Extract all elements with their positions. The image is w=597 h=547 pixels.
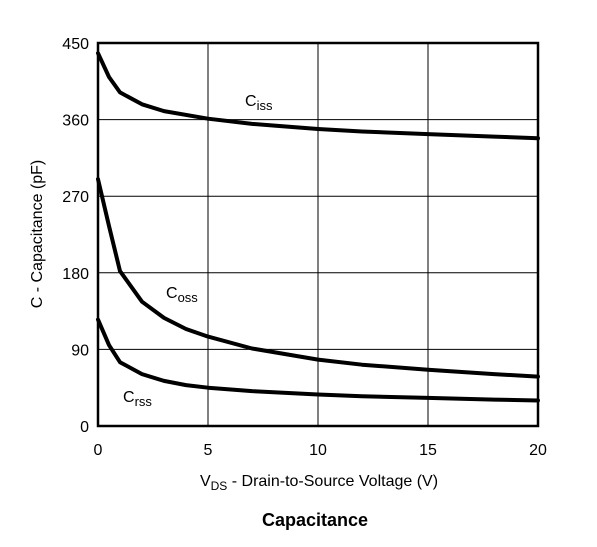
- plot-frame: [96, 41, 540, 428]
- series-labels: Ciss Coss Crss: [123, 93, 273, 409]
- y-tick-label: 450: [62, 36, 89, 53]
- y-tick-label: 360: [62, 113, 89, 130]
- series-label-crss: Crss: [123, 389, 152, 409]
- x-tick-label: 10: [309, 442, 327, 459]
- chart-title: Capacitance: [262, 510, 368, 530]
- y-tick-label: 0: [80, 419, 89, 436]
- grid-layer: [98, 43, 538, 426]
- curve-layer: [96, 51, 540, 403]
- y-axis-title: C - Capacitance (pF): [29, 160, 46, 309]
- x-tick-label: 5: [204, 442, 213, 459]
- series-line-coss: [96, 177, 540, 379]
- x-axis-title-subscript: DS: [211, 479, 228, 493]
- x-tick-label: 0: [94, 442, 103, 459]
- y-tick-label: 270: [62, 189, 89, 206]
- y-tick-label: 180: [62, 266, 89, 283]
- x-axis-title: VDS - Drain-to-Source Voltage (V): [200, 473, 438, 493]
- y-tick-label: 90: [71, 342, 89, 359]
- x-axis-title-symbol: V: [200, 473, 211, 490]
- x-tick-label: 20: [529, 442, 547, 459]
- series-label-coss: Coss: [166, 285, 198, 305]
- tick-labels: 0 5 10 15 20 0 90 180 270 360 450: [62, 36, 547, 459]
- x-tick-label: 15: [419, 442, 437, 459]
- series-line-ciss: [96, 51, 540, 141]
- x-axis-title-text: - Drain-to-Source Voltage (V): [227, 473, 438, 490]
- series-line-crss: [96, 317, 540, 403]
- series-label-ciss: Ciss: [245, 93, 273, 113]
